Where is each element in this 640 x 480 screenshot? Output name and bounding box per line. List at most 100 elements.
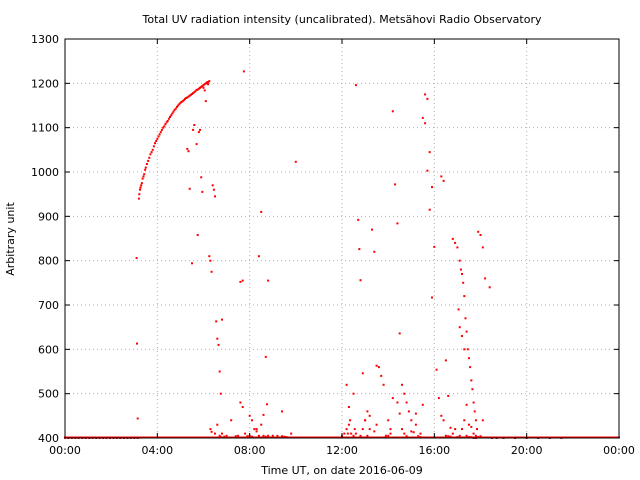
data-point [197,87,200,90]
data-point [210,270,213,273]
data-point [214,195,216,198]
data-point [375,364,378,367]
data-point [180,101,183,103]
data-point [194,90,197,93]
data-point [173,108,176,111]
data-point [139,186,142,189]
data-point [135,257,138,259]
x-tick-label: 16:00 [418,444,450,457]
data-point [290,432,293,435]
data-point [225,434,228,437]
data-point [364,419,367,422]
data-point [208,255,211,258]
data-point [195,89,198,91]
y-tick-label: 1000 [31,166,59,179]
data-point [403,432,406,435]
x-tick-label: 12:00 [326,444,358,457]
y-tick-label: 500 [38,388,59,401]
data-point [377,366,380,369]
data-point [352,434,355,437]
data-point [373,430,376,433]
data-point [192,92,195,95]
data-point [136,342,138,345]
data-point [191,262,193,265]
data-point [474,434,477,437]
data-point [472,432,475,435]
data-point [179,101,182,104]
data-point [479,234,482,236]
x-tick-label: 04:00 [141,444,173,457]
data-point [457,308,460,311]
grid [65,39,619,438]
data-point [196,234,199,236]
data-point [343,432,346,435]
data-point [398,332,401,335]
data-point [246,435,249,438]
data-point [138,193,141,196]
data-point [401,428,403,431]
data-point [384,434,387,437]
data-point [472,401,475,404]
data-point [167,117,170,120]
data-point [345,428,348,431]
data-point [359,434,362,437]
data-point [461,428,463,431]
data-point [154,142,156,145]
data-point [262,413,265,416]
data-point [294,160,297,163]
data-point [461,335,463,337]
data-point [264,355,267,358]
data-point [473,410,476,413]
data-point [139,188,141,191]
data-point [463,295,466,298]
data-point [380,374,383,377]
data-point [426,169,429,172]
data-point [387,419,390,422]
data-point [253,428,256,431]
data-point [165,121,168,124]
data-point [468,423,470,426]
data-point [241,279,244,282]
data-point [158,133,161,136]
data-point [463,348,466,351]
y-tick-label: 800 [38,255,59,268]
data-point [169,116,171,118]
data-point [447,435,450,438]
data-point [410,430,413,433]
data-point [216,423,219,426]
data-point [148,156,151,159]
data-point [458,434,461,437]
data-point [488,286,491,289]
data-point [451,432,454,435]
data-point [470,379,473,382]
y-axis-label: Arbitrary unit [4,202,17,276]
data-point [281,435,283,438]
data-point [209,428,212,431]
data-point [140,184,143,187]
data-point [440,175,443,178]
data-point [137,197,140,200]
axis-ticks: 400 500 600 700 800 900 1000 1100 1200 1300 00:00 0… [31,33,635,457]
data-point [424,93,427,96]
data-point [207,81,210,83]
data-point [210,430,213,433]
data-point [458,259,461,262]
data-point [239,401,242,404]
y-tick-label: 900 [38,210,59,223]
data-point [160,128,163,131]
y-tick-label: 1200 [31,77,59,90]
data-point [368,428,371,431]
y-tick-label: 1100 [31,122,59,135]
data-point [144,166,147,169]
data-point [476,428,478,431]
data-point [206,82,208,85]
data-point [191,93,193,95]
data-point [421,403,424,406]
data-point [241,406,244,408]
data-point [186,96,189,99]
data-point [237,434,240,437]
data-point [358,248,361,251]
data-point [150,151,153,154]
data-point [458,326,461,329]
data-point [203,89,206,92]
